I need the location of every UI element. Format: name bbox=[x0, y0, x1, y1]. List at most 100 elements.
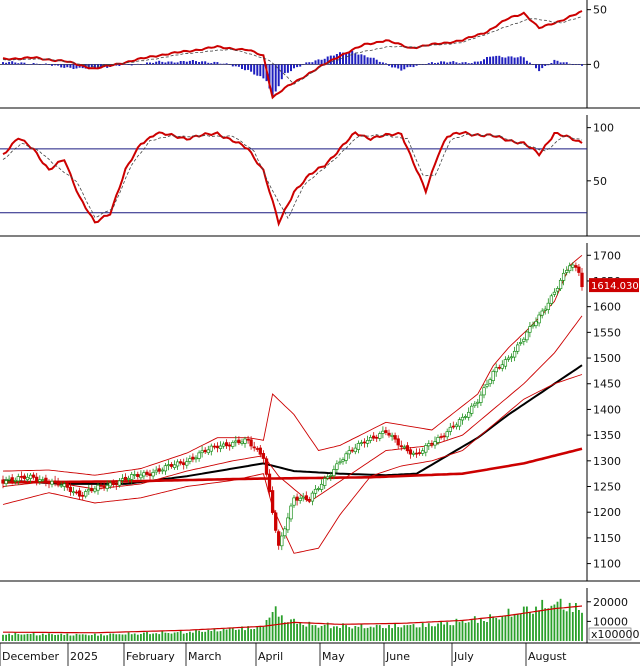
candle-body bbox=[558, 279, 563, 290]
volume-bar bbox=[35, 635, 38, 641]
candle-body bbox=[154, 469, 158, 473]
macd-histogram-bar bbox=[305, 62, 308, 65]
macd-histogram-bar bbox=[201, 61, 204, 65]
price-bollinger-lower-line bbox=[2, 374, 583, 554]
volume-bar bbox=[308, 621, 311, 641]
macd-histogram-bar bbox=[164, 62, 167, 65]
candle-body bbox=[258, 447, 262, 455]
macd-histogram-bar bbox=[286, 64, 289, 73]
volume-bar bbox=[483, 621, 485, 641]
volume-bar bbox=[385, 628, 387, 641]
candle-body bbox=[534, 321, 538, 327]
volume-bar bbox=[507, 608, 510, 641]
candle-body bbox=[323, 478, 327, 486]
volume-bar bbox=[532, 613, 534, 641]
macd-histogram-bar bbox=[538, 64, 541, 72]
candle-body bbox=[166, 464, 171, 467]
volume-bar bbox=[118, 634, 121, 641]
macd-histogram-bar bbox=[400, 64, 403, 71]
volume-bar bbox=[127, 632, 130, 641]
candle-body bbox=[123, 476, 128, 481]
macd-histogram-bar bbox=[118, 64, 121, 66]
macd-histogram-bar bbox=[256, 64, 259, 76]
candle-body bbox=[359, 442, 364, 444]
candle-body bbox=[503, 359, 508, 367]
macd-histogram-bar bbox=[394, 64, 397, 68]
candle-body bbox=[522, 338, 526, 342]
macd-histogram-bar bbox=[290, 64, 292, 72]
volume-bar bbox=[17, 634, 20, 641]
candle-body bbox=[111, 481, 115, 485]
volume-bar bbox=[388, 624, 390, 641]
candle-body bbox=[577, 266, 581, 273]
volume-bar bbox=[136, 634, 139, 641]
candle-body bbox=[99, 484, 103, 487]
candle-body bbox=[307, 498, 311, 501]
volume-bar bbox=[29, 634, 32, 641]
macd-histogram-bar bbox=[348, 51, 351, 65]
volume-bar bbox=[314, 625, 317, 641]
volume-bar bbox=[403, 625, 406, 641]
macd-histogram-bar bbox=[381, 62, 384, 65]
volume-bar bbox=[247, 626, 249, 641]
macd-histogram-bar bbox=[562, 62, 565, 65]
macd-histogram-bar bbox=[449, 61, 452, 65]
candle-body bbox=[405, 445, 410, 452]
macd-histogram-bar bbox=[510, 56, 513, 65]
volume-bar bbox=[293, 618, 295, 641]
volume-bar bbox=[363, 628, 366, 641]
candle-body bbox=[332, 469, 336, 477]
volume-bar bbox=[431, 626, 433, 641]
macd-histogram-bar bbox=[262, 64, 265, 79]
candle-body bbox=[215, 445, 220, 449]
y-tick-label: 1150 bbox=[593, 532, 621, 545]
volume-bar bbox=[75, 633, 78, 641]
candle-body bbox=[433, 441, 437, 446]
volume-bar bbox=[458, 622, 461, 641]
macd-histogram-bar bbox=[234, 64, 237, 67]
candle-body bbox=[274, 512, 278, 531]
candle-body bbox=[151, 472, 155, 477]
volume-bar bbox=[522, 606, 525, 641]
y-tick-label: 0 bbox=[593, 58, 600, 71]
month-label: May bbox=[322, 650, 345, 663]
volume-bar bbox=[357, 626, 360, 641]
macd-histogram-bar bbox=[244, 64, 246, 71]
macd-histogram-bar bbox=[513, 57, 516, 65]
macd-histogram-bar bbox=[11, 61, 14, 65]
candle-body bbox=[424, 445, 428, 453]
macd-histogram-bar bbox=[17, 63, 20, 65]
macd-histogram-bar bbox=[397, 64, 400, 69]
volume-bar bbox=[415, 627, 418, 641]
candle-body bbox=[84, 491, 88, 497]
macd-histogram-bar bbox=[170, 61, 173, 65]
macd-histogram-bar bbox=[516, 57, 519, 65]
volume-bar bbox=[504, 615, 507, 641]
macd-histogram-bar bbox=[216, 62, 219, 65]
volume-bar bbox=[516, 613, 519, 641]
macd-histogram-bar bbox=[443, 61, 446, 65]
volume-bar bbox=[277, 616, 280, 641]
candle-body bbox=[1, 479, 5, 484]
macd-histogram-bar bbox=[412, 64, 415, 68]
macd-histogram-bar bbox=[130, 64, 133, 66]
volume-bar bbox=[345, 625, 347, 641]
candle-body bbox=[56, 480, 60, 486]
macd-histogram-bar bbox=[296, 64, 299, 68]
candle-body bbox=[362, 441, 367, 444]
candle-body bbox=[212, 445, 217, 448]
macd-histogram-bar bbox=[363, 55, 366, 65]
volume-bar bbox=[553, 604, 556, 641]
macd-histogram-bar bbox=[127, 64, 130, 65]
volume-unit-box bbox=[588, 627, 632, 641]
macd-histogram-bar bbox=[247, 64, 250, 70]
macd-histogram-bar bbox=[486, 57, 488, 65]
candle-body bbox=[574, 265, 578, 268]
volume-bar bbox=[32, 633, 35, 641]
volume-bar bbox=[336, 626, 338, 641]
macd-histogram-bar bbox=[182, 61, 185, 65]
price-ma-long-line bbox=[3, 447, 583, 484]
macd-histogram-bar bbox=[133, 64, 136, 65]
volume-bar bbox=[317, 627, 320, 641]
macd-histogram-bar bbox=[54, 64, 57, 66]
